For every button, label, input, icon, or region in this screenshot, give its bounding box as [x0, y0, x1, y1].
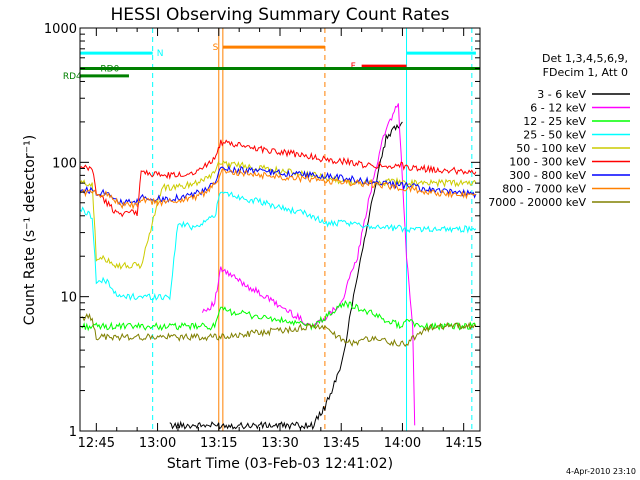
y-axis-label: Count Rate (s⁻¹ detector⁻¹) — [22, 135, 38, 325]
interval-label-s: S — [213, 43, 219, 53]
x-tick-label: 14:00 — [384, 436, 421, 451]
y-tick-label: 10 — [60, 291, 77, 306]
series-line-3 — [79, 191, 477, 301]
legend-label: 100 - 300 keV — [509, 156, 586, 169]
legend-label: 7000 - 20000 keV — [488, 196, 586, 209]
series-line-1 — [201, 103, 416, 426]
y-tick-label: 1000 — [44, 22, 77, 37]
legend: Det 1,3,4,5,6,9,FDecim 1, Att 0 3 - 6 keV… — [488, 52, 630, 209]
legend-header-line: Det 1,3,4,5,6,9, — [542, 52, 628, 65]
chart-title: HESSI Observing Summary Count Rates — [110, 5, 449, 25]
legend-label: 800 - 7000 keV — [502, 183, 586, 196]
interval-label-rd4: RD4 — [63, 72, 82, 82]
series-line-5 — [79, 139, 477, 218]
series-line-2 — [79, 299, 477, 332]
series-line-4 — [79, 160, 477, 270]
legend-header-line: FDecim 1, Att 0 — [543, 66, 628, 79]
x-tick-label: 13:30 — [261, 436, 298, 451]
legend-label: 3 - 6 keV — [537, 88, 586, 101]
x-tick-label: 12:45 — [78, 436, 115, 451]
legend-label: 12 - 25 keV — [523, 115, 586, 128]
legend-label: 50 - 100 keV — [516, 142, 586, 155]
legend-label: 6 - 12 keV — [530, 102, 586, 115]
y-tick-label: 1 — [69, 425, 77, 440]
interval-label-n: N — [157, 49, 164, 59]
x-tick-label: 13:15 — [200, 436, 237, 451]
series-line-8 — [79, 312, 477, 347]
x-axis-label: Start Time (03-Feb-03 12:41:02) — [167, 456, 393, 472]
legend-label: 300 - 800 keV — [509, 169, 586, 182]
x-tick-label: 14:15 — [445, 436, 482, 451]
interval-label-rd0: RD0 — [100, 64, 119, 74]
y-tick-label: 100 — [52, 156, 77, 171]
x-tick-label: 13:45 — [322, 436, 359, 451]
footer-stamp: 4-Apr-2010 23:10 — [566, 467, 636, 476]
x-tick-label: 13:00 — [139, 436, 176, 451]
plot-frame — [79, 27, 481, 432]
series-line-0 — [169, 121, 403, 431]
series-line-7 — [79, 168, 477, 210]
legend-label: 25 - 50 keV — [523, 129, 586, 142]
